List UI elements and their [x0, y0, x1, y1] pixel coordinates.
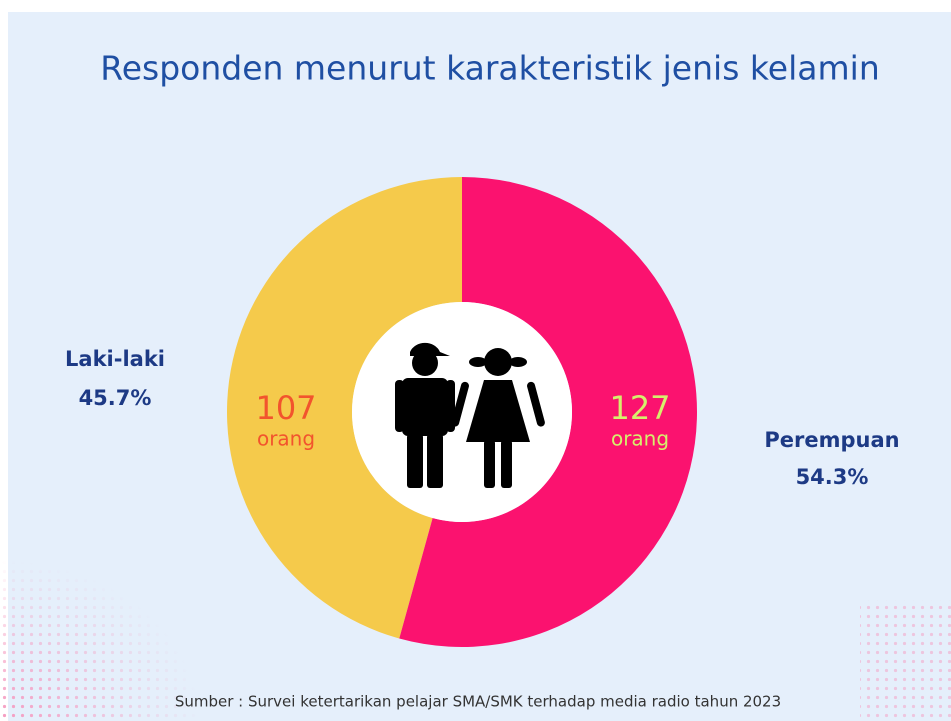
category-label: Laki-laki — [65, 347, 165, 371]
decoration — [0, 560, 200, 721]
count-label: 127 — [609, 389, 670, 427]
count-unit: orang — [611, 427, 669, 451]
donut-slice — [399, 177, 698, 647]
donut — [227, 177, 698, 647]
donut-slice — [227, 177, 462, 639]
category-label: Perempuan — [764, 428, 899, 452]
value-label: 45.7% — [79, 386, 152, 410]
count-label: 107 — [255, 389, 316, 427]
value-label: 54.3% — [796, 465, 869, 489]
count-unit: orang — [257, 427, 315, 451]
source: Sumber : Survei ketertarikan pelajar SMA… — [175, 693, 781, 711]
chart-title: Responden menurut karakteristik jenis ke… — [100, 49, 879, 88]
people-icon — [395, 342, 545, 488]
decoration — [860, 600, 951, 721]
